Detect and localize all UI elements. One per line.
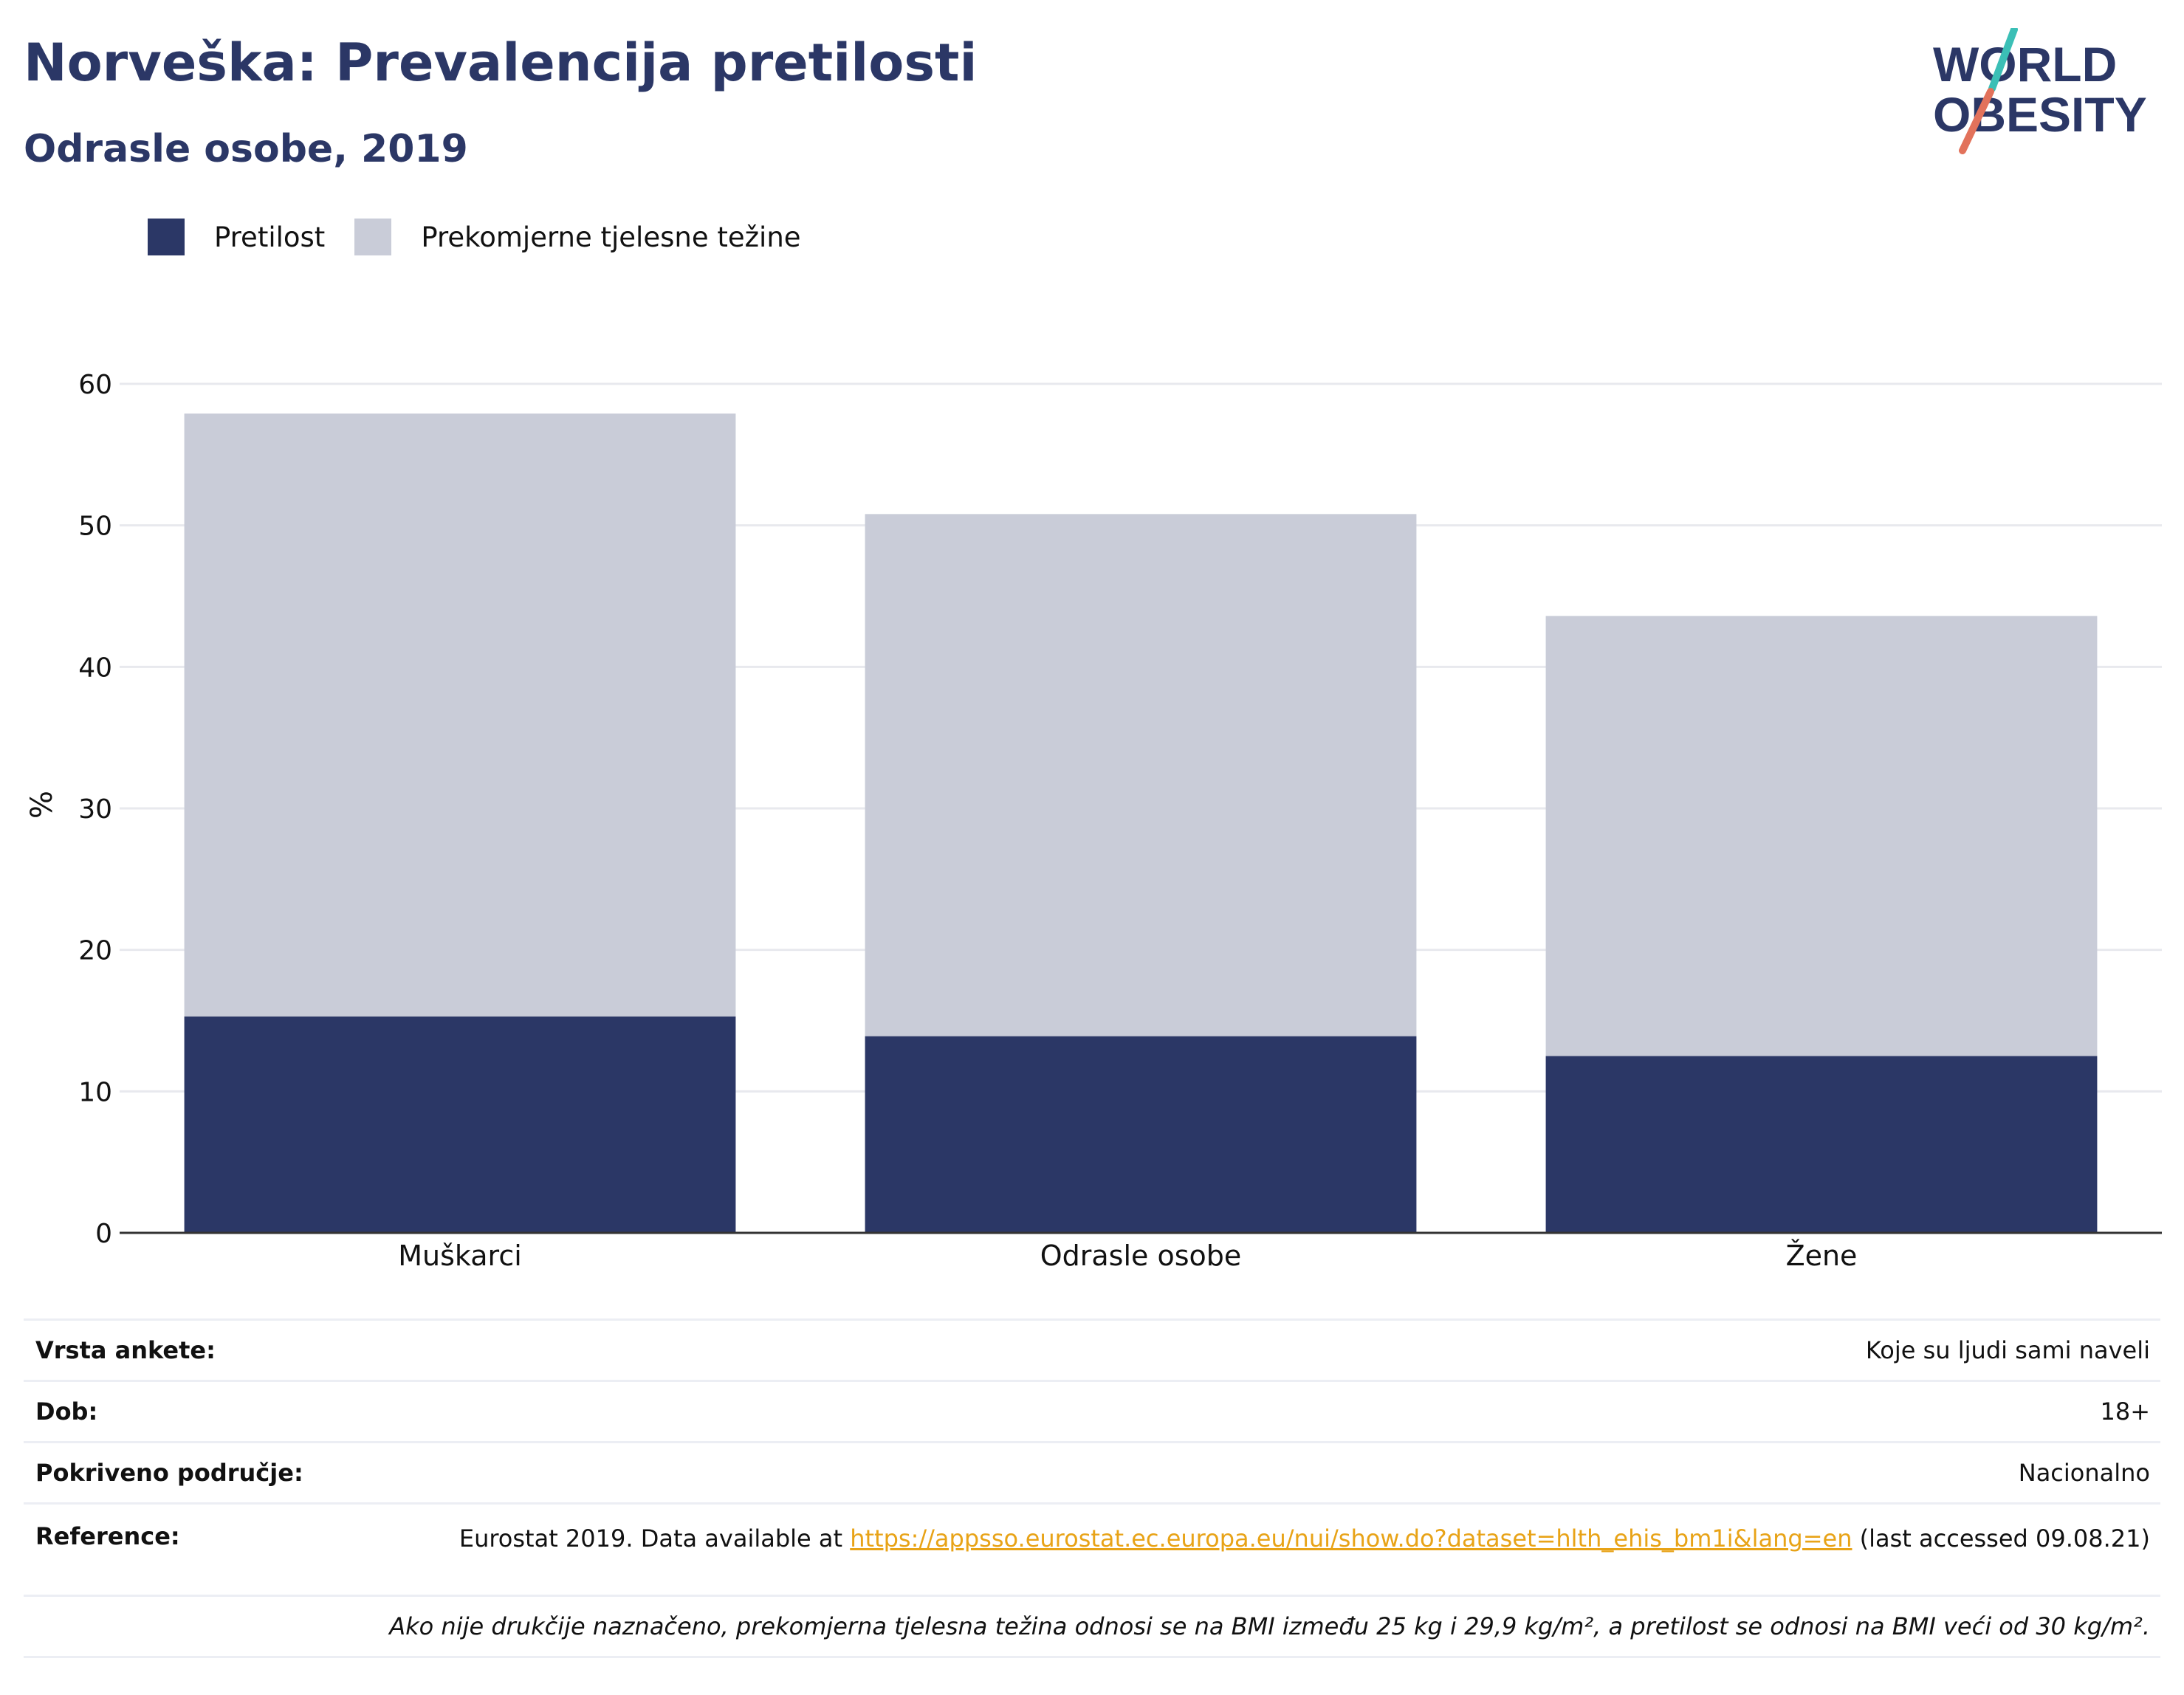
x-tick-label: Odrasle osobe <box>1040 1240 1242 1272</box>
info-row-reference: Reference: Eurostat 2019. Data available… <box>24 1502 2160 1595</box>
chart-title: Norveška: Prevalencija pretilosti <box>24 32 978 93</box>
info-row-note: Ako nije drukčije naznačeno, prekomjerna… <box>24 1595 2160 1658</box>
x-tick-label: Žene <box>1786 1240 1858 1272</box>
info-table: Vrsta ankete: Koje su ljudi sami naveli … <box>24 1318 2160 1658</box>
legend-item-obesity[interactable]: Pretilost <box>148 219 325 255</box>
y-tick-label: 50 <box>78 512 112 542</box>
legend-label-obesity: Pretilost <box>214 221 326 253</box>
y-tick-label: 20 <box>78 936 112 966</box>
y-tick-label: 10 <box>78 1077 112 1107</box>
legend-item-overweight[interactable]: Prekomjerne tjelesne težine <box>354 219 801 255</box>
legend-swatch-obesity <box>148 219 185 255</box>
legend-label-overweight: Prekomjerne tjelesne težine <box>421 221 801 253</box>
survey-type-value: Koje su ljudi sami naveli <box>1865 1336 2150 1364</box>
x-tick-label: Muškarci <box>398 1240 522 1272</box>
bar-chart: 0 10 20 30 40 50 60% Muškarci Odrasle osobe Žene <box>25 370 2162 1272</box>
info-row-survey: Vrsta ankete: Koje su ljudi sami naveli <box>24 1318 2160 1380</box>
y-tick-label: 30 <box>78 794 112 825</box>
reference-prefix: Eurostat 2019. Data available at <box>459 1524 851 1553</box>
age-value: 18+ <box>2100 1397 2150 1426</box>
legend-swatch-overweight <box>354 219 392 255</box>
chart-subtitle: Odrasle osobe, 2019 <box>24 127 468 171</box>
chart-legend: Pretilost Prekomjerne tjelesne težine <box>148 219 831 255</box>
survey-type-label: Vrsta ankete: <box>35 1336 216 1364</box>
y-axis-label: % <box>25 791 59 819</box>
reference-value: Eurostat 2019. Data available at https:/… <box>459 1522 2160 1555</box>
logo-text-world: WORLD <box>1933 37 2117 92</box>
reference-suffix: (last accessed 09.08.21) <box>1852 1524 2150 1553</box>
world-obesity-logo: WORLD OBESITY <box>1933 28 2147 154</box>
y-tick-label: 40 <box>78 653 112 683</box>
coverage-value: Nacionalno <box>2018 1459 2150 1487</box>
y-tick-label: 0 <box>95 1219 112 1249</box>
bar-overweight-2 <box>1545 616 2098 1056</box>
logo-slash-coral <box>1959 88 1994 154</box>
age-label: Dob: <box>35 1397 98 1426</box>
logo-slash-teal <box>1988 28 2018 92</box>
coverage-label: Pokriveno područje: <box>35 1459 303 1487</box>
y-tick-label: 60 <box>78 370 112 400</box>
bar-overweight-0 <box>184 413 736 1017</box>
info-row-coverage: Pokriveno područje: Nacionalno <box>24 1441 2160 1502</box>
bar-obesity-1 <box>865 1036 1417 1233</box>
definition-note: Ako nije drukčije naznačeno, prekomjerna… <box>389 1612 2150 1640</box>
info-row-age: Dob: 18+ <box>24 1380 2160 1441</box>
bar-overweight-1 <box>865 514 1417 1036</box>
bar-obesity-0 <box>184 1016 736 1233</box>
reference-label: Reference: <box>35 1522 180 1550</box>
bar-obesity-2 <box>1545 1056 2098 1233</box>
reference-link[interactable]: https://appsso.eurostat.ec.europa.eu/nui… <box>850 1524 1852 1553</box>
